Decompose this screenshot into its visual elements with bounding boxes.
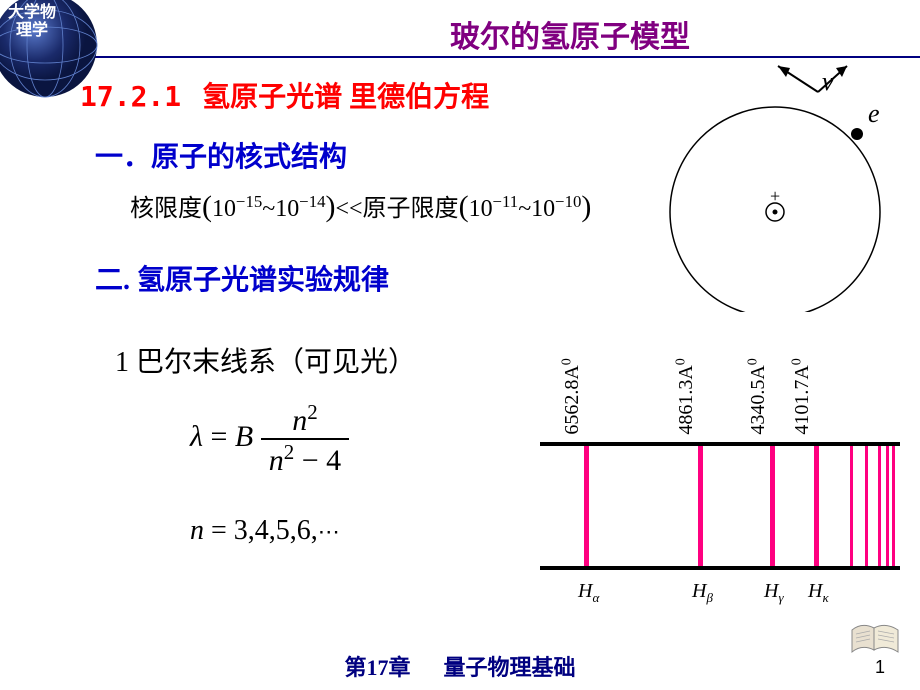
spectral-line [814, 446, 819, 566]
corner-line1: 大学物 [8, 4, 56, 22]
balmer-formula: λ = B n2 n2 − 4 [190, 400, 349, 478]
atom-diagram: + v e [650, 62, 900, 312]
heading-1: 一．原子的核式结构 [95, 135, 347, 175]
page-number: 1 [875, 657, 885, 678]
section-text: 氢原子光谱 里德伯方程 [202, 82, 489, 113]
svg-text:e: e [868, 99, 880, 128]
section-heading: 17.2.1 氢原子光谱 里德伯方程 [80, 75, 489, 115]
corner-line2: 理学 [8, 22, 56, 40]
footer: 第17章 量子物理基础 [0, 650, 920, 682]
spectral-line [892, 446, 895, 566]
svg-text:+: + [770, 186, 780, 206]
spectral-line [865, 446, 868, 566]
nucleus-formula: 核限度(10−15~10−14)<<原子限度(10−11~10−10) [130, 188, 591, 224]
spectrum-axis-top [540, 442, 900, 446]
spectral-line [698, 446, 703, 566]
wavelength-label: 6562.8A0 [559, 359, 584, 435]
page-title: 玻尔的氢原子模型 [0, 12, 920, 56]
footer-title: 量子物理基础 [444, 655, 576, 680]
spectral-line [770, 446, 775, 566]
h-series-label: Hγ [764, 580, 784, 606]
book-icon [850, 620, 900, 660]
h-series-label: Hβ [692, 580, 713, 606]
spectral-line [850, 446, 853, 566]
wavelength-label: 4340.5A0 [745, 359, 770, 435]
wavelength-label: 4861.3A0 [673, 359, 698, 435]
sub-heading-1: 1 巴尔末线系（可见光） [115, 340, 416, 380]
spectrum-axis-bottom [540, 566, 900, 570]
heading-2: 二. 氢原子光谱实验规律 [95, 258, 389, 298]
h-series-label: Hκ [808, 580, 829, 606]
footer-chapter: 第17章 [344, 655, 410, 680]
spectrum-diagram: 6562.8A0 4861.3A0 4340.5A0 4101.7A0 Hα Hβ Hγ H… [530, 340, 900, 610]
svg-text:v: v [822, 67, 834, 96]
spectral-line [878, 446, 881, 566]
spectral-line [886, 446, 889, 566]
wavelength-label: 4101.7A0 [789, 359, 814, 435]
corner-label: 大学物 理学 [8, 4, 56, 40]
h-series-label: Hα [578, 580, 599, 606]
spectral-line [584, 446, 589, 566]
n-values: n = 3,4,5,6,⋯ [190, 515, 340, 547]
